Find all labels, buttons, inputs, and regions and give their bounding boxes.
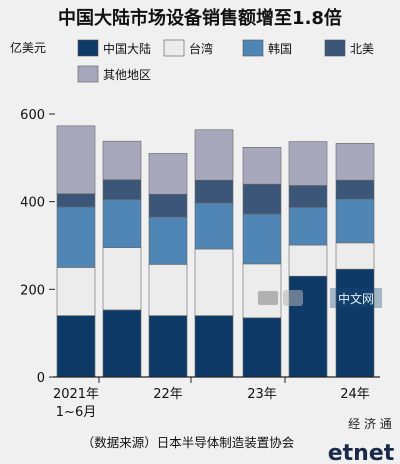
bars xyxy=(56,125,375,378)
chart-title: 中国大陆市场设备销售额增至1.8倍 xyxy=(58,7,342,29)
bar-segment-3 xyxy=(102,199,142,248)
x-axis-ticks: 2021年 1~6月 22年 23年 24年 xyxy=(53,377,370,420)
y-tick-label: 0 xyxy=(37,371,45,386)
x-tick-label: 22年 xyxy=(153,387,183,402)
y-axis-unit: 亿美元 xyxy=(10,40,46,55)
bar-segment-5 xyxy=(102,140,142,181)
bar-segment-5 xyxy=(242,147,282,185)
y-tick-label: 600 xyxy=(20,108,45,123)
bar-segment-2 xyxy=(194,248,234,316)
bar-segment-1 xyxy=(335,268,375,378)
bar-segment-1 xyxy=(56,315,96,378)
legend-swatch xyxy=(324,39,346,57)
bar-segment-4 xyxy=(56,193,96,208)
bar-segment-5 xyxy=(56,125,96,195)
bar-segment-1 xyxy=(148,315,188,378)
bar-segment-5 xyxy=(335,143,375,181)
y-tick-label: 400 xyxy=(20,196,45,211)
bar-segment-3 xyxy=(56,206,96,268)
bar-segment-3 xyxy=(148,216,188,265)
x-tick-label: 23年 xyxy=(247,387,277,402)
bar-segment-2 xyxy=(242,263,282,319)
legend-label: 其他地区 xyxy=(103,68,151,82)
legend-label: 中国大陆 xyxy=(103,41,151,56)
bar-segment-1 xyxy=(194,315,234,378)
bar-segment-4 xyxy=(194,179,234,204)
bar-segment-3 xyxy=(288,207,328,246)
bar-segment-4 xyxy=(242,183,282,215)
legend-label: 北美 xyxy=(350,42,374,56)
watermark-logo-icon xyxy=(258,291,278,305)
y-axis-ticks: 0 200 400 600 xyxy=(20,108,55,386)
bar-segment-2 xyxy=(148,264,188,316)
legend-label: 台湾 xyxy=(189,41,213,56)
bar-segment-2 xyxy=(335,242,375,270)
bar-segment-4 xyxy=(335,179,375,200)
watermark-text: 中文网 xyxy=(338,291,374,306)
brand-name: 经 济 通 xyxy=(348,416,392,431)
watermark-box xyxy=(330,288,382,308)
bar-segment-2 xyxy=(102,247,142,311)
source-note: （数据来源）日本半导体制造装置协会 xyxy=(82,435,295,450)
bar-segment-2 xyxy=(288,244,328,277)
bar-segment-1 xyxy=(242,317,282,378)
watermark: 中文网 xyxy=(258,288,382,308)
x-tick-label: 24年 xyxy=(340,387,370,402)
legend-swatch xyxy=(242,39,264,57)
bar-segment-3 xyxy=(194,202,234,250)
legend-label: 韩国 xyxy=(268,41,292,56)
watermark-seal-icon xyxy=(283,290,303,306)
bar-segment-5 xyxy=(148,153,188,195)
bar-segment-4 xyxy=(288,185,328,208)
bar-segment-4 xyxy=(148,193,188,218)
y-tick-label: 200 xyxy=(20,283,45,298)
bar-segment-3 xyxy=(335,198,375,244)
bar-segment-2 xyxy=(56,267,96,316)
x-tick-label: 2021年 xyxy=(53,387,99,402)
bar-segment-1 xyxy=(102,309,142,378)
bar-segment-5 xyxy=(194,129,234,181)
legend-swatch xyxy=(163,39,185,57)
legend-swatch xyxy=(77,65,99,83)
etnet-logo: etnet xyxy=(328,441,395,464)
bar-segment-3 xyxy=(242,213,282,265)
bar-segment-4 xyxy=(102,179,142,200)
x-tick-label: 1~6月 xyxy=(56,405,96,420)
legend-swatch xyxy=(77,39,99,57)
bar-segment-5 xyxy=(288,141,328,186)
